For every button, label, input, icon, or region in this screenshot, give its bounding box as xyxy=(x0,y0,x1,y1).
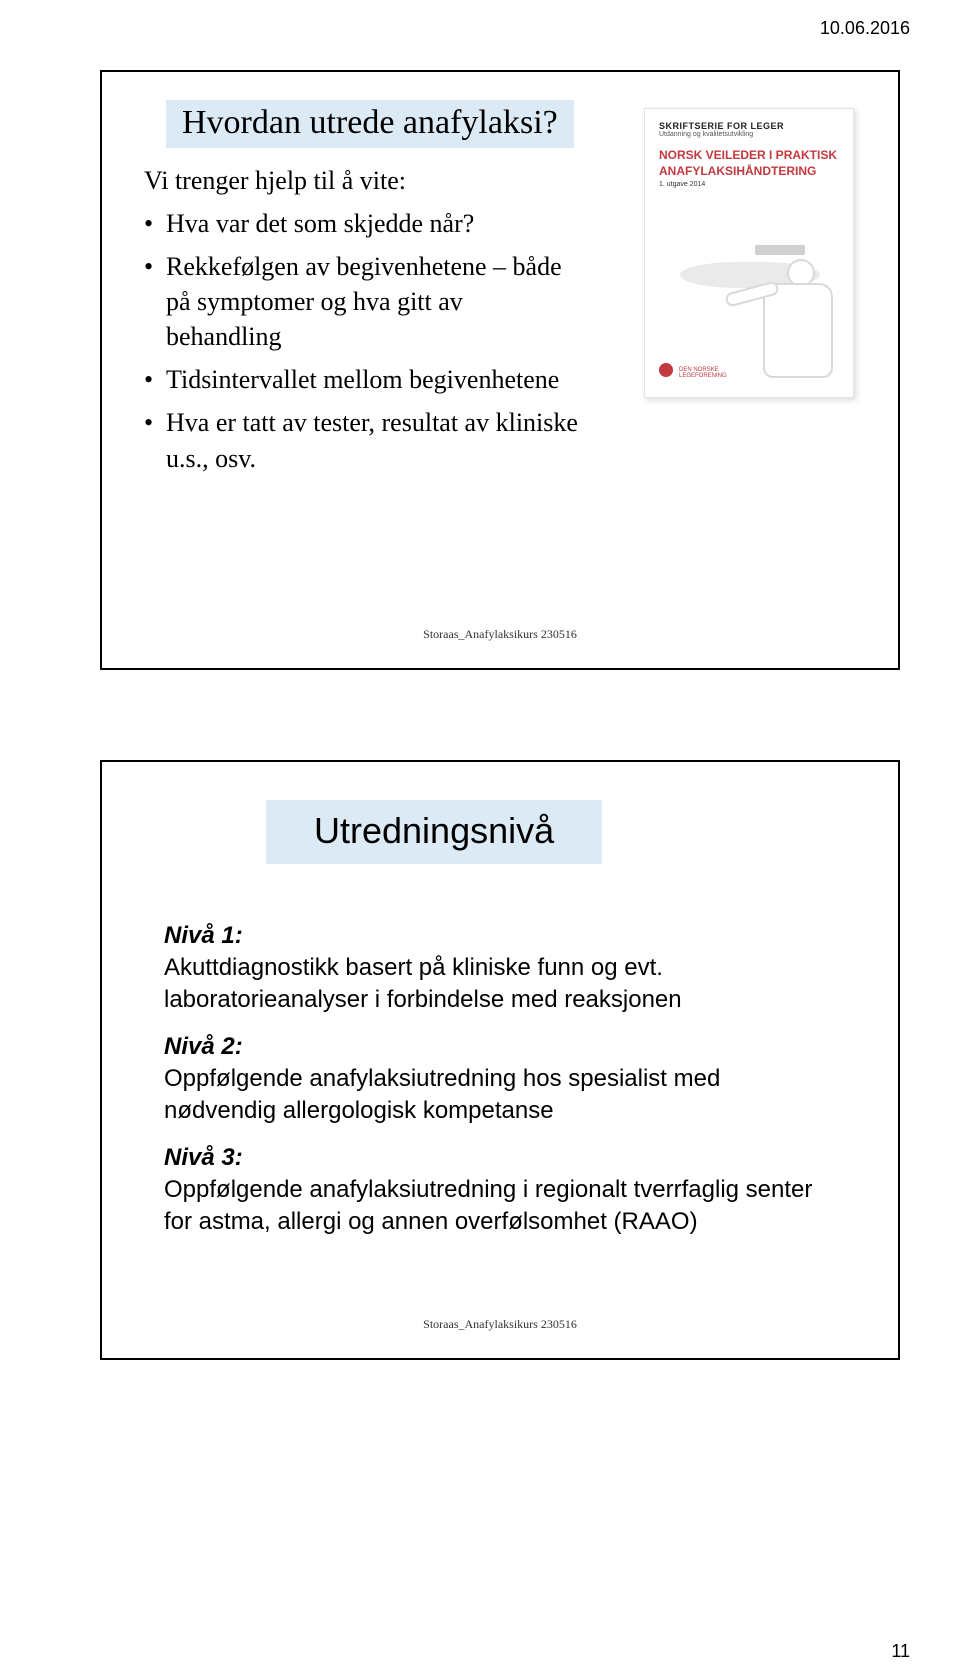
person-icon xyxy=(743,251,833,381)
slide2-footer: Storaas_Anafylaksikurs 230516 xyxy=(423,1317,577,1332)
level-text: Oppfølgende anafylaksiutredning hos spes… xyxy=(164,1063,836,1128)
page-number: 11 xyxy=(891,1641,910,1662)
document-page: 10.06.2016 Hvordan utrede anafylaksi? Vi… xyxy=(0,0,960,1680)
slide2-title: Utredningsnivå xyxy=(314,810,554,851)
level-label: Nivå 3: xyxy=(164,1144,836,1172)
level-text: Oppfølgende anafylaksiutredning i region… xyxy=(164,1174,836,1239)
cover-series-label: SKRIFTSERIE FOR LEGER xyxy=(659,121,839,131)
slide1-title: Hvordan utrede anafylaksi? xyxy=(182,104,558,141)
level-text: Akuttdiagnostikk basert på kliniske funn… xyxy=(164,952,836,1017)
cover-title: NORSK VEILEDER I PRAKTISK ANAFYLAKSIHÅND… xyxy=(659,148,839,179)
slide1-bullets: Hva var det som skjedde når? Rekkefølgen… xyxy=(144,206,584,476)
cover-illustration: DEN NORSKE LEGEFORENING xyxy=(645,237,853,387)
cover-series-sub: Utdanning og kvalitetsutvikling xyxy=(659,131,839,138)
logo-text: DEN NORSKE LEGEFORENING xyxy=(679,367,727,379)
level-label: Nivå 2: xyxy=(164,1033,836,1061)
header-date: 10.06.2016 xyxy=(820,18,910,39)
slide1-title-box: Hvordan utrede anafylaksi? xyxy=(166,100,574,148)
cover-edition: 1. utgave 2014 xyxy=(659,181,839,188)
cover-header: SKRIFTSERIE FOR LEGER Utdanning og kvali… xyxy=(645,109,853,188)
bullet-item: Hva var det som skjedde når? xyxy=(144,206,584,241)
book-cover: SKRIFTSERIE FOR LEGER Utdanning og kvali… xyxy=(644,108,854,398)
slide2-levels: Nivå 1: Akuttdiagnostikk basert på klini… xyxy=(164,922,836,1238)
slide-2: Utredningsnivå Nivå 1: Akuttdiagnostikk … xyxy=(100,760,900,1360)
bullet-item: Hva er tatt av tester, resultat av klini… xyxy=(144,405,584,475)
bullet-item: Rekkefølgen av begivenhetene – både på s… xyxy=(144,249,584,354)
slide1-footer: Storaas_Anafylaksikurs 230516 xyxy=(423,627,577,642)
logo-icon xyxy=(659,363,673,377)
bullet-item: Tidsintervallet mellom begivenhetene xyxy=(144,362,584,397)
level-label: Nivå 1: xyxy=(164,922,836,950)
slide2-title-box: Utredningsnivå xyxy=(266,800,602,864)
slide-1: Hvordan utrede anafylaksi? Vi trenger hj… xyxy=(100,70,900,670)
